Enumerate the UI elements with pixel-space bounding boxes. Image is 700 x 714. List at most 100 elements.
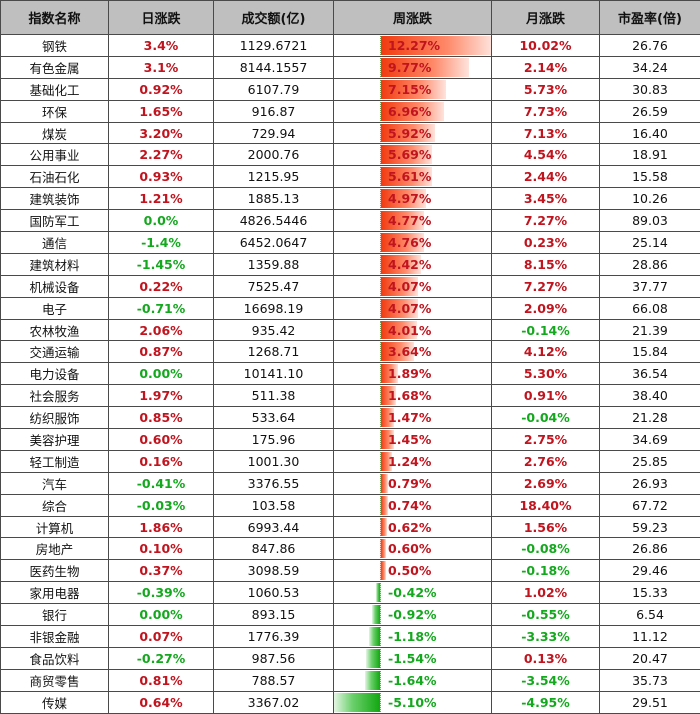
daily-change-cell: 0.64% [109, 691, 214, 713]
weekly-change-cell: 1.45% [334, 429, 492, 451]
pe-ratio-cell: 6.54 [600, 604, 700, 626]
monthly-change-cell: -0.14% [492, 319, 600, 341]
pe-ratio-cell: 15.33 [600, 582, 700, 604]
monthly-change-cell: 8.15% [492, 253, 600, 275]
col-header-pe-ratio: 市盈率(倍) [600, 1, 700, 35]
index-name-cell: 银行 [1, 604, 109, 626]
weekly-change-data-bar [365, 671, 381, 690]
daily-change-cell: 0.00% [109, 604, 214, 626]
turnover-cell: 2000.76 [214, 144, 334, 166]
daily-change-cell: -1.4% [109, 232, 214, 254]
turnover-cell: 788.57 [214, 669, 334, 691]
weekly-change-value: 3.64% [388, 341, 431, 362]
index-name-cell: 电力设备 [1, 363, 109, 385]
table-row: 食品饮料-0.27%987.56-1.54%0.13%20.47 [1, 647, 700, 669]
turnover-cell: 7525.47 [214, 275, 334, 297]
weekly-change-value: 1.45% [388, 429, 431, 450]
turnover-cell: 935.42 [214, 319, 334, 341]
index-name-cell: 电子 [1, 297, 109, 319]
weekly-change-cell: 4.07% [334, 297, 492, 319]
index-name-cell: 钢铁 [1, 35, 109, 57]
index-name-cell: 机械设备 [1, 275, 109, 297]
weekly-change-cell: 4.42% [334, 253, 492, 275]
weekly-change-value: 4.76% [388, 232, 431, 253]
pe-ratio-cell: 35.73 [600, 669, 700, 691]
weekly-change-cell: 0.79% [334, 472, 492, 494]
monthly-change-cell: 2.76% [492, 450, 600, 472]
monthly-change-cell: 0.91% [492, 385, 600, 407]
turnover-cell: 1359.88 [214, 253, 334, 275]
monthly-change-cell: 1.02% [492, 582, 600, 604]
weekly-change-cell: 1.24% [334, 450, 492, 472]
turnover-cell: 1776.39 [214, 626, 334, 648]
daily-change-cell: -0.03% [109, 494, 214, 516]
monthly-change-cell: 7.13% [492, 122, 600, 144]
weekly-change-cell: 4.07% [334, 275, 492, 297]
weekly-change-value: 6.96% [388, 101, 431, 122]
monthly-change-cell: 18.40% [492, 494, 600, 516]
weekly-change-cell: 5.92% [334, 122, 492, 144]
monthly-change-cell: -0.55% [492, 604, 600, 626]
weekly-change-cell: 0.60% [334, 538, 492, 560]
monthly-change-cell: 0.23% [492, 232, 600, 254]
pe-ratio-cell: 37.77 [600, 275, 700, 297]
weekly-change-cell: 9.77% [334, 56, 492, 78]
turnover-cell: 1885.13 [214, 188, 334, 210]
turnover-cell: 3367.02 [214, 691, 334, 713]
weekly-change-cell: -5.10% [334, 691, 492, 713]
daily-change-cell: 0.93% [109, 166, 214, 188]
pe-ratio-cell: 59.23 [600, 516, 700, 538]
pe-ratio-cell: 25.85 [600, 450, 700, 472]
turnover-cell: 103.58 [214, 494, 334, 516]
turnover-cell: 987.56 [214, 647, 334, 669]
weekly-change-value: -5.10% [388, 692, 437, 713]
table-row: 家用电器-0.39%1060.53-0.42%1.02%15.33 [1, 582, 700, 604]
pe-ratio-cell: 16.40 [600, 122, 700, 144]
monthly-change-cell: -0.08% [492, 538, 600, 560]
monthly-change-cell: 2.14% [492, 56, 600, 78]
turnover-cell: 10141.10 [214, 363, 334, 385]
turnover-cell: 1215.95 [214, 166, 334, 188]
weekly-change-cell: 1.68% [334, 385, 492, 407]
index-name-cell: 商贸零售 [1, 669, 109, 691]
pe-ratio-cell: 15.58 [600, 166, 700, 188]
pe-ratio-cell: 15.84 [600, 341, 700, 363]
turnover-cell: 729.94 [214, 122, 334, 144]
weekly-change-cell: 12.27% [334, 35, 492, 57]
index-name-cell: 汽车 [1, 472, 109, 494]
turnover-cell: 1268.71 [214, 341, 334, 363]
pe-ratio-cell: 34.24 [600, 56, 700, 78]
index-name-cell: 有色金属 [1, 56, 109, 78]
col-header-monthly-change: 月涨跌 [492, 1, 600, 35]
pe-ratio-cell: 26.86 [600, 538, 700, 560]
index-name-cell: 农林牧渔 [1, 319, 109, 341]
weekly-change-cell: -1.18% [334, 626, 492, 648]
pe-ratio-cell: 30.83 [600, 78, 700, 100]
weekly-change-value: 1.68% [388, 385, 431, 406]
daily-change-cell: -0.71% [109, 297, 214, 319]
pe-ratio-cell: 26.76 [600, 35, 700, 57]
monthly-change-cell: 1.56% [492, 516, 600, 538]
pe-ratio-cell: 20.47 [600, 647, 700, 669]
weekly-change-value: -0.42% [388, 582, 437, 603]
turnover-cell: 847.86 [214, 538, 334, 560]
index-name-cell: 国防军工 [1, 210, 109, 232]
daily-change-cell: 1.86% [109, 516, 214, 538]
weekly-change-value: 5.61% [388, 166, 431, 187]
